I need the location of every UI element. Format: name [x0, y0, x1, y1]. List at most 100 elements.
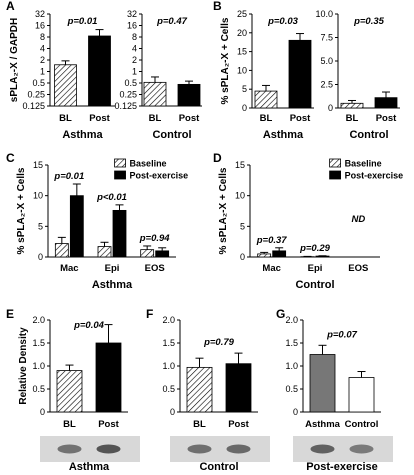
panel-b2: 0 2.5 5.0 7.5 10.0 BL Post p=0.35 Control: [315, 9, 400, 141]
group-label: Control: [349, 129, 388, 141]
bar-bl: [340, 102, 364, 109]
y-tick-label: 5: [240, 221, 245, 231]
category-label: Post: [376, 113, 397, 124]
y-tick-label: 0.25: [27, 90, 45, 100]
bar-asthma: [309, 354, 336, 413]
p-value: p=0.04: [73, 320, 105, 331]
category-label: Asthma: [305, 419, 341, 430]
p-value: p=0.35: [353, 16, 385, 27]
y-tick-label: 2: [40, 55, 45, 65]
legend-label: Baseline: [130, 159, 167, 169]
y-tick-label: 1.5: [162, 338, 175, 348]
y-tick-label: 5: [38, 221, 43, 231]
panel-c: 0 5 10 15 % sPLA₂-X + Cells p=0.01 Mac p<0.01 Ep…: [16, 159, 188, 292]
y-tick-label: 0.5: [32, 78, 45, 88]
p-value: p<0.01: [96, 192, 127, 203]
bar-post: [288, 39, 312, 109]
y-tick-label: 0: [38, 252, 43, 262]
y-tick-label: 1.5: [285, 338, 298, 348]
y-tick-label: 15: [237, 47, 247, 57]
blot-background: [170, 436, 270, 462]
y-tick-label: 8: [40, 32, 45, 42]
y-tick-label: 0.5: [32, 384, 45, 394]
bar-baseline-eos: [140, 249, 155, 258]
panel-letter: C: [6, 151, 15, 165]
group-label: Control: [199, 461, 238, 473]
category-label: BL: [59, 113, 72, 124]
group-label: Control: [295, 279, 334, 291]
group-label: Post-exercise: [306, 461, 378, 473]
y-tick-label: 20: [237, 28, 247, 38]
bar-baseline-epi: [97, 246, 112, 258]
y-tick-label: 1.0: [285, 361, 298, 371]
y-tick-label: 0: [170, 407, 175, 417]
group-label: Asthma: [62, 129, 103, 141]
blot-band: [349, 444, 374, 454]
bar-post-exercise-epi: [112, 209, 127, 258]
panel-f: 0 0.5 1.0 1.5 2.0 BL Post p=0.79 Control: [162, 315, 270, 473]
y-tick-label: 25: [237, 9, 247, 19]
y-axis-title: % sPLA₂-X + Cells: [16, 167, 27, 254]
category-label: BL: [149, 113, 162, 124]
p-value: p=0.47: [156, 16, 188, 27]
y-tick-label: 10: [235, 191, 245, 201]
panel-letter: A: [6, 0, 15, 13]
bar-post-exercise-mac: [69, 195, 84, 258]
y-tick-label: 1: [132, 67, 137, 77]
y-tick-label: 4: [40, 44, 45, 54]
group-label: Asthma: [263, 129, 304, 141]
y-tick-label: 5: [242, 84, 247, 94]
y-tick-label: 4: [132, 44, 137, 54]
legend-swatch: [114, 170, 126, 180]
bar-bl: [186, 366, 213, 413]
panel-letter: E: [6, 307, 14, 321]
p-value: p=0.07: [326, 329, 358, 340]
bar-post-exercise-eos: [155, 250, 170, 258]
y-tick-label: 0: [242, 103, 247, 113]
y-tick-label: 0.125: [114, 101, 137, 111]
category-label: Post: [290, 113, 311, 124]
category-label: Post: [228, 419, 249, 430]
y-tick-label: 16: [127, 21, 137, 31]
y-tick-label: 0: [293, 407, 298, 417]
bar-post: [88, 35, 111, 107]
bar-control: [348, 377, 375, 413]
panel-letter: G: [276, 307, 285, 321]
p-value: p=0.94: [139, 233, 171, 244]
category-label: Epi: [308, 263, 323, 274]
y-axis-title: sPLA₂-X / GAPDH: [9, 18, 20, 102]
legend-label: Post-exercise: [345, 171, 404, 181]
category-label: BL: [346, 113, 359, 124]
p-value: p=0.79: [203, 337, 235, 348]
bar-bl: [56, 370, 83, 413]
legend-swatch: [329, 158, 342, 168]
blot-band: [57, 444, 82, 454]
y-tick-label: 0: [328, 103, 333, 113]
y-tick-label: 16: [35, 21, 45, 31]
category-label: Mac: [262, 263, 280, 274]
legend-swatch: [114, 158, 126, 168]
y-tick-label: 32: [35, 9, 45, 19]
bar-bl: [254, 90, 278, 109]
y-tick-label: 7.5: [320, 33, 333, 43]
category-label: BL: [193, 419, 206, 430]
blot-band: [187, 444, 212, 454]
y-tick-label: 15: [33, 160, 43, 170]
y-tick-label: 1.5: [32, 338, 45, 348]
blot-background: [293, 436, 393, 462]
category-label: EOS: [348, 263, 368, 274]
p-value: p=0.01: [67, 16, 98, 27]
panel-d: 0 5 10 15 % sPLA₂-X + Cells p=0.37 Mac p=0.29 Ep…: [218, 159, 403, 292]
y-tick-label: 10.0: [315, 9, 333, 19]
y-tick-label: 15: [235, 160, 245, 170]
bar-post: [225, 363, 252, 413]
y-tick-label: 0.5: [162, 384, 175, 394]
y-tick-label: 2.0: [162, 315, 175, 325]
bar-bl: [54, 64, 77, 107]
y-axis-title: % sPLA₂-X + Cells: [218, 167, 229, 254]
y-tick-label: 2.0: [285, 315, 298, 325]
